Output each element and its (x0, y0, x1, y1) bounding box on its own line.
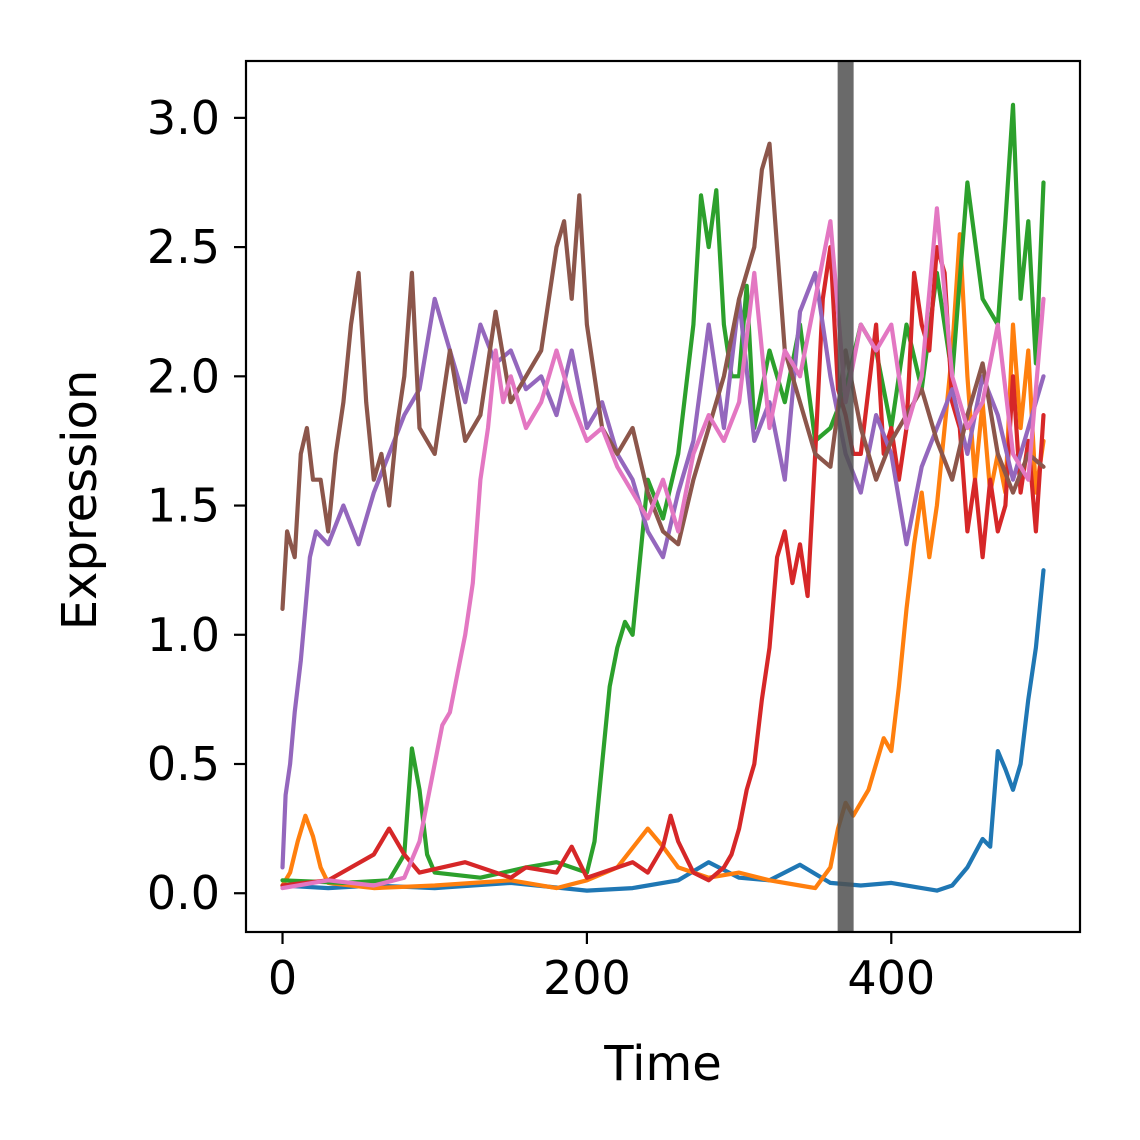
y-tick-label: 1.5 (147, 479, 220, 533)
x-tick-label: 400 (847, 951, 935, 1005)
y-tick-label: 3.0 (147, 91, 220, 145)
x-tick-label: 0 (268, 951, 297, 1005)
series-line-4 (280, 245, 1046, 888)
y-axis: 0.0 0.5 1.0 1.5 2.0 2.5 3.0 (147, 91, 246, 920)
x-tick-label: 200 (543, 951, 631, 1005)
y-tick-label: 0.5 (147, 737, 220, 791)
x-axis: 0 200 400 (268, 932, 935, 1005)
y-tick-label: 2.0 (147, 349, 220, 403)
y-tick-label: 1.0 (147, 608, 220, 662)
y-tick-label: 0.0 (147, 866, 220, 920)
series-line-2 (280, 232, 1046, 891)
series-line-5 (280, 270, 1046, 870)
series-line-3 (280, 102, 1046, 885)
y-axis-label: Expression (52, 370, 108, 631)
series-line-7 (280, 206, 1046, 891)
x-axis-label: Time (603, 1036, 721, 1092)
plot-background (246, 61, 1080, 932)
y-tick-label: 2.5 (147, 220, 220, 274)
plot-frame (244, 59, 1082, 934)
series-layer (280, 61, 1046, 932)
series-line-6 (280, 141, 1046, 611)
